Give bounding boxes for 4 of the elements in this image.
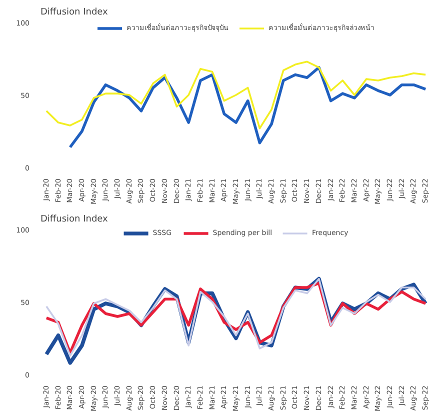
line-series xyxy=(46,60,426,130)
chart-title: Diffusion Index xyxy=(40,214,109,224)
line-series xyxy=(68,66,427,149)
chart-title: Diffusion Index xyxy=(40,8,109,18)
